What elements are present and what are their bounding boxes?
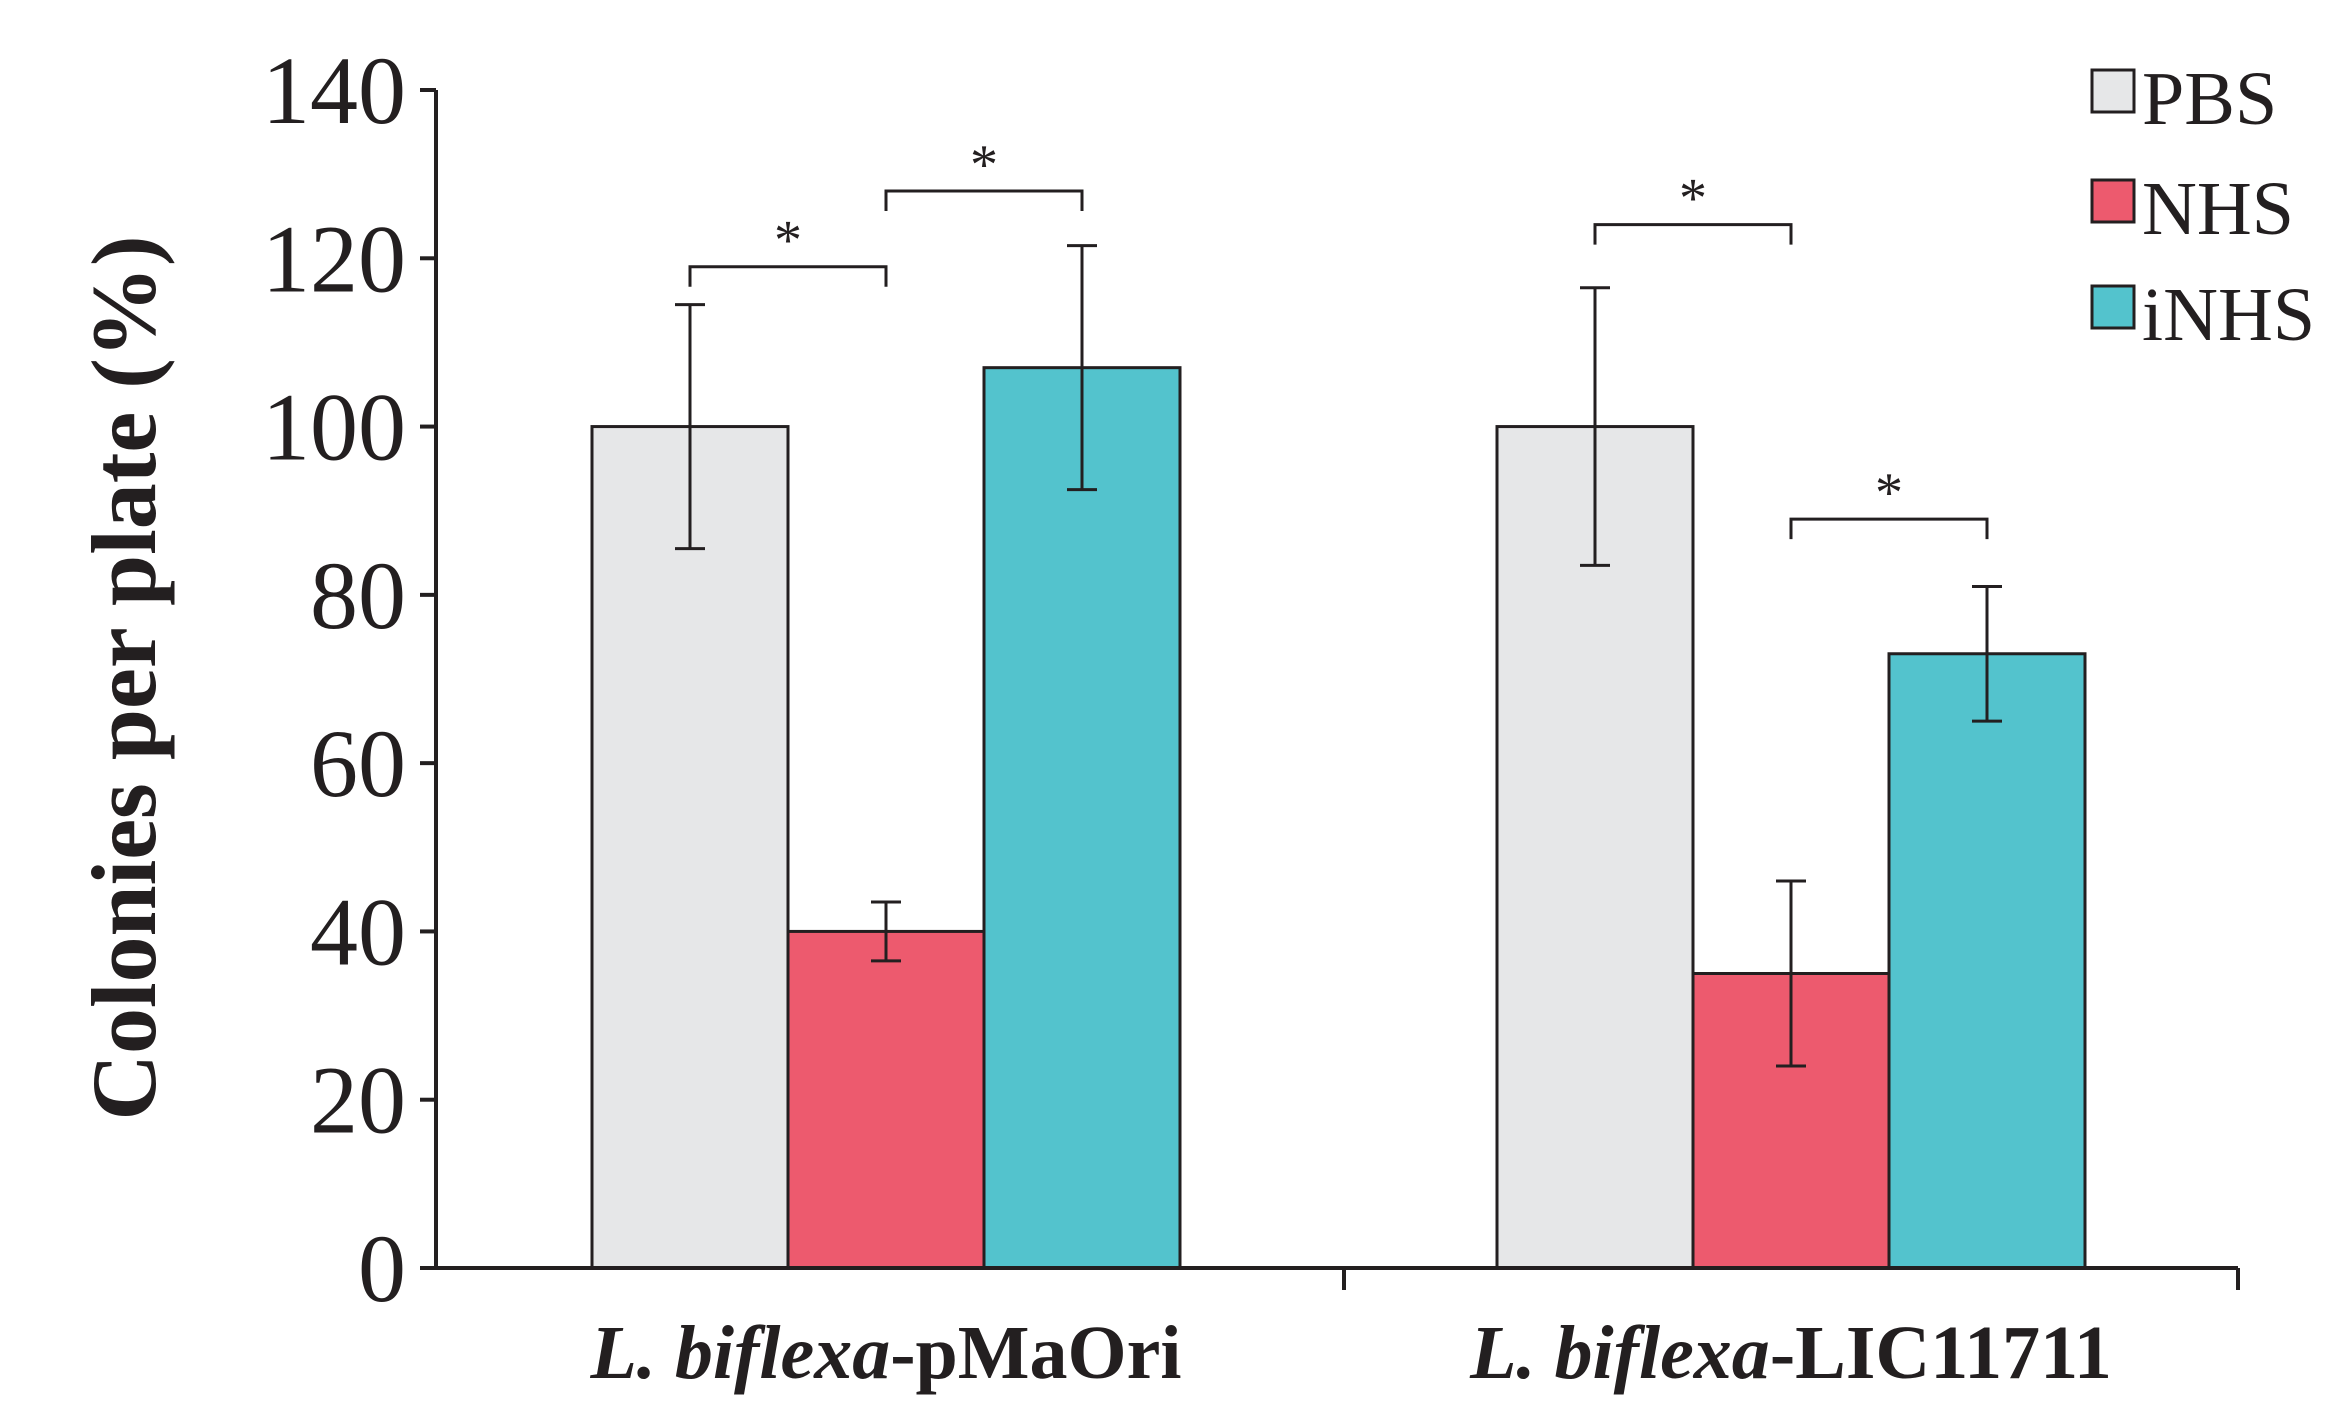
bars [590, 366, 2087, 1270]
legend: PBS NHS iNHS [2090, 57, 2315, 357]
significance-bracket [884, 189, 1084, 211]
y-tick-label: 60 [310, 710, 406, 817]
y-tick-label: 100 [262, 374, 406, 481]
significance-brackets: * * * * [688, 134, 1989, 540]
legend-swatch-nhs [2090, 178, 2136, 224]
significance-bracket [1593, 223, 1793, 245]
significance-bracket [1789, 517, 1989, 540]
y-axis-tick-labels: 0 20 40 60 80 100 120 140 [262, 37, 406, 1322]
y-tick-label: 40 [310, 878, 406, 985]
y-tick-label: 120 [262, 205, 406, 312]
x-axis-labels: L. biflexa-pMaOri L. biflexa-LIC11711 [590, 1311, 2112, 1395]
significance-star: * [970, 134, 998, 196]
y-tick-label: 80 [310, 542, 406, 649]
bar-inhs-1 [982, 366, 1182, 1270]
y-tick-label: 140 [262, 37, 406, 144]
y-tick-label: 20 [310, 1047, 406, 1154]
category-suffix: -pMaOri [890, 1311, 1181, 1395]
legend-swatch-inhs [2090, 284, 2136, 330]
y-axis-ticks [420, 88, 436, 1270]
significance-bracket [688, 265, 888, 287]
bar-pbs-1 [590, 425, 790, 1270]
error-bars [675, 244, 2002, 1068]
significance-star: * [1679, 168, 1707, 230]
legend-label-pbs: PBS [2142, 57, 2277, 141]
significance-star: * [774, 210, 802, 272]
x-category-label: L. biflexa-LIC11711 [1469, 1311, 2112, 1395]
bar-inhs-2 [1887, 652, 2087, 1270]
category-suffix: -LIC11711 [1770, 1311, 2112, 1395]
category-italic: L. biflexa [590, 1311, 891, 1395]
significance-star: * [1875, 462, 1903, 524]
category-italic: L. biflexa [1469, 1311, 1770, 1395]
y-axis-label: Colonies per plate (%) [73, 235, 175, 1120]
y-tick-label: 0 [358, 1215, 406, 1322]
legend-label-nhs: NHS [2142, 167, 2294, 251]
x-category-label: L. biflexa-pMaOri [590, 1311, 1182, 1395]
legend-swatch-pbs [2090, 68, 2136, 114]
bar-nhs-1 [786, 929, 986, 1270]
legend-label-inhs: iNHS [2142, 273, 2315, 357]
x-axis-ticks [1342, 1268, 2240, 1290]
